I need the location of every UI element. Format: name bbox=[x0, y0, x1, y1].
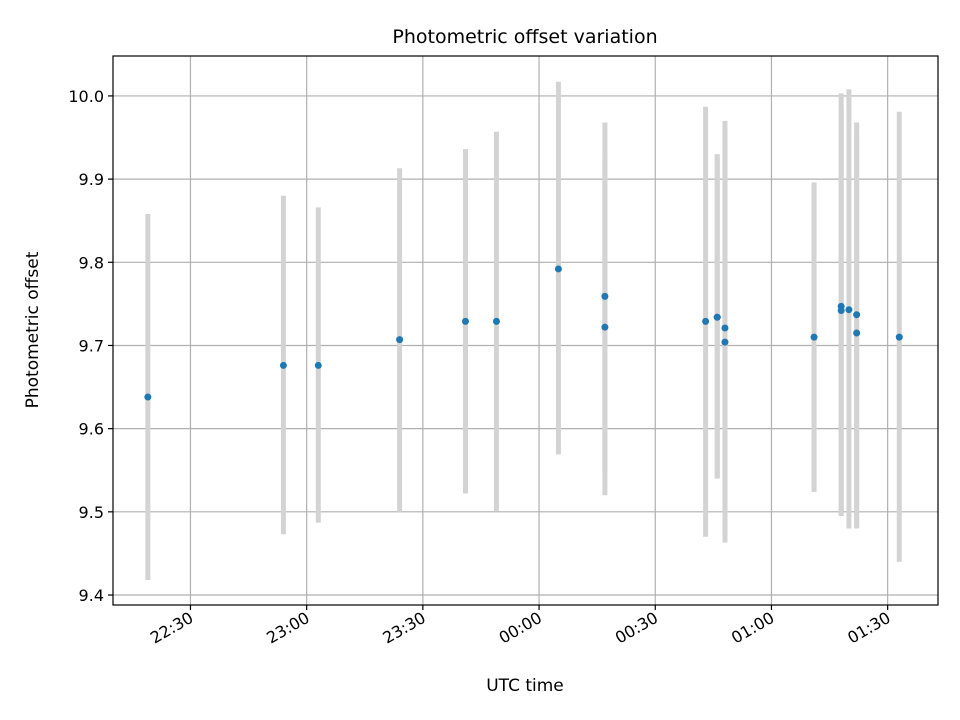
y-tick-label: 10.0 bbox=[68, 87, 104, 106]
x-axis-title: UTC time bbox=[486, 676, 564, 696]
data-point bbox=[721, 324, 729, 332]
y-tick-label: 9.5 bbox=[79, 503, 104, 522]
data-point bbox=[895, 333, 903, 341]
x-tick-label: 00:30 bbox=[612, 608, 661, 648]
x-tick-label: 22:30 bbox=[147, 608, 196, 648]
y-tick-label: 9.4 bbox=[79, 586, 104, 605]
data-point bbox=[314, 361, 322, 369]
x-axis-ticks: 22:30 23:00 23:30 00:00 00:30 01:00 01:30 bbox=[147, 605, 894, 648]
data-point bbox=[554, 265, 562, 273]
data-point bbox=[853, 311, 861, 319]
data-point bbox=[601, 323, 609, 331]
x-tick-label: 00:00 bbox=[496, 608, 545, 648]
x-tick-label: 01:00 bbox=[728, 608, 777, 648]
y-tick-label: 9.8 bbox=[79, 253, 104, 272]
data-point bbox=[845, 306, 853, 314]
y-tick-label: 9.9 bbox=[79, 170, 104, 189]
data-point bbox=[702, 317, 710, 325]
data-point bbox=[492, 317, 500, 325]
data-point bbox=[853, 329, 861, 337]
error-bars bbox=[145, 81, 902, 581]
chart-title: Photometric offset variation bbox=[392, 26, 657, 48]
data-point bbox=[144, 393, 152, 401]
x-tick-label: 01:30 bbox=[844, 608, 893, 648]
y-tick-label: 9.6 bbox=[79, 420, 104, 439]
x-tick-label: 23:00 bbox=[263, 608, 312, 648]
data-point bbox=[461, 317, 469, 325]
data-point bbox=[721, 338, 729, 346]
data-point bbox=[713, 313, 721, 321]
data-point bbox=[810, 333, 818, 341]
data-point bbox=[396, 336, 404, 344]
grid-lines bbox=[113, 56, 938, 605]
data-point bbox=[279, 361, 287, 369]
x-tick-label: 23:30 bbox=[379, 608, 428, 648]
y-tick-label: 9.7 bbox=[79, 336, 104, 355]
data-point bbox=[837, 307, 845, 315]
y-axis-title: Photometric offset bbox=[23, 251, 43, 408]
data-points bbox=[144, 265, 903, 401]
data-point bbox=[601, 292, 609, 300]
plot-frame bbox=[112, 55, 939, 606]
y-axis-ticks: 9.4 9.5 9.6 9.7 9.8 9.9 10.0 bbox=[68, 87, 113, 605]
